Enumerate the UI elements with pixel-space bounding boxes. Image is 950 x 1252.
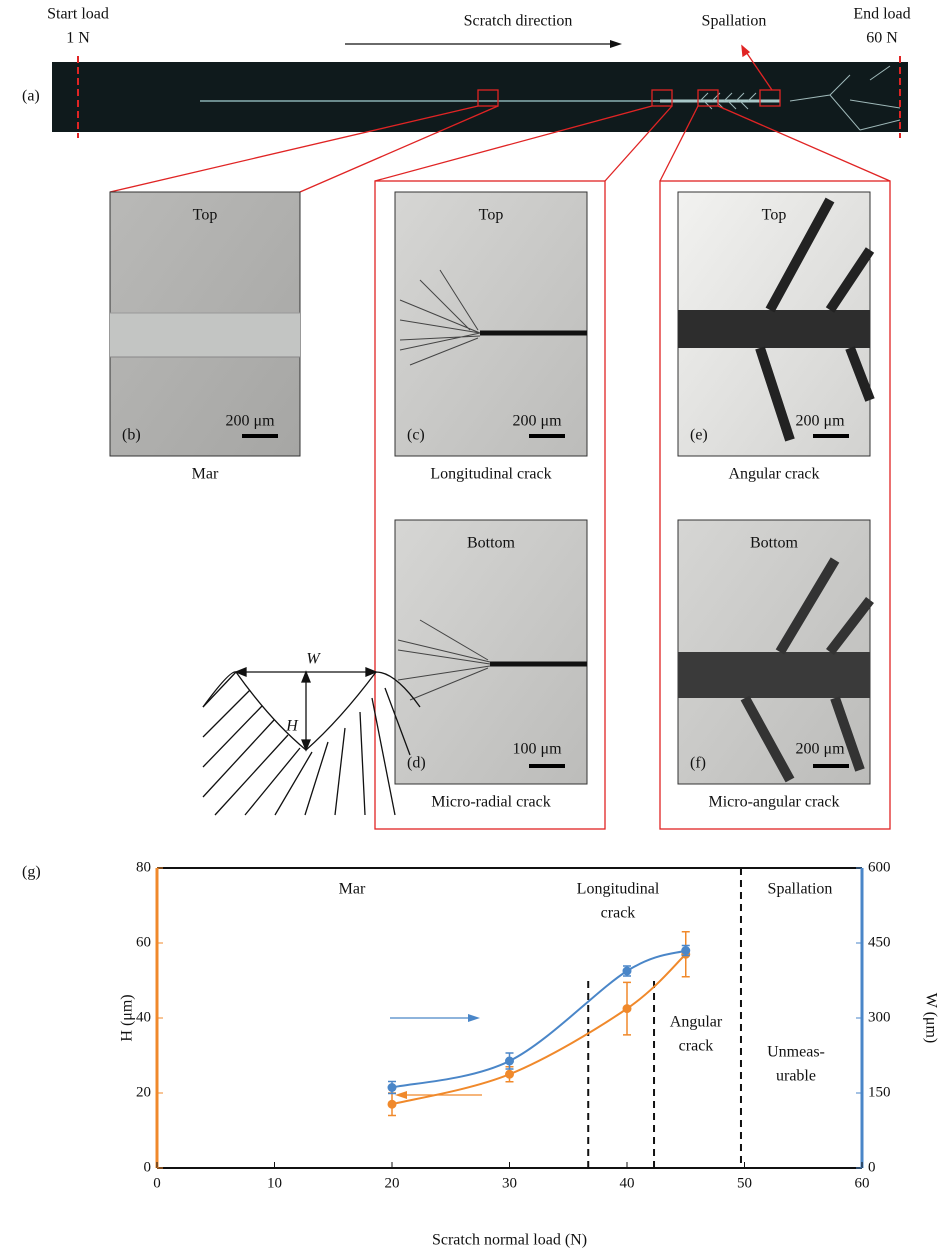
region-label: urable (776, 1068, 816, 1085)
data-point (623, 967, 632, 976)
region-label: Longitudinal (577, 881, 660, 898)
x-tick-label: 0 (153, 1175, 161, 1191)
panel-view: Top (479, 207, 504, 224)
x-tick-label: 40 (620, 1175, 635, 1191)
end-load: 60 N (866, 30, 898, 47)
scale-label: 200 μm (795, 741, 845, 758)
y2-tick-label: 600 (868, 859, 891, 875)
y2-tick-label: 0 (868, 1159, 876, 1175)
y-tick-label: 40 (136, 1009, 151, 1025)
y2-axis-title: W (μm) (922, 993, 939, 1044)
panel-label: (f) (690, 755, 706, 772)
figure-svg: (a) Start load 1 N Scratch direction Spa… (0, 0, 950, 1252)
region-label: crack (679, 1038, 714, 1055)
panel-caption: Mar (192, 466, 219, 483)
data-point (681, 946, 690, 955)
x-tick-label: 20 (385, 1175, 400, 1191)
data-point (623, 1004, 632, 1013)
y2-tick-label: 150 (868, 1084, 891, 1100)
diagram-label: W (306, 651, 321, 668)
region-label: Angular (670, 1014, 723, 1031)
profile-diagram (203, 668, 420, 815)
y-tick-label: 0 (144, 1159, 152, 1175)
panel-caption: Micro-radial crack (431, 794, 550, 811)
region-label: Unmeas- (767, 1044, 825, 1061)
scale-label: 100 μm (512, 741, 562, 758)
data-point (505, 1070, 514, 1079)
y2-tick-label: 300 (868, 1009, 891, 1025)
panel-label: (c) (407, 427, 425, 444)
panel-caption: Angular crack (728, 466, 819, 483)
start-load: Start load (47, 6, 109, 23)
y-tick-label: 20 (136, 1084, 151, 1100)
panel-view: Top (762, 207, 787, 224)
panel-label: (e) (690, 427, 708, 444)
x-tick-label: 60 (855, 1175, 870, 1191)
micrographs (110, 192, 870, 784)
data-point (505, 1057, 514, 1066)
end-load: End load (853, 6, 910, 23)
x-tick-label: 10 (267, 1175, 282, 1191)
scale-label: 200 μm (795, 413, 845, 430)
panel-view: Top (193, 207, 218, 224)
y2-tick-label: 450 (868, 934, 891, 950)
panel-caption: Micro-angular crack (708, 794, 839, 811)
direction-label: Scratch direction (464, 13, 573, 30)
arrow-head (610, 40, 622, 48)
panel-view: Bottom (750, 535, 799, 552)
x-tick-label: 50 (737, 1175, 752, 1191)
region-label: Spallation (768, 881, 833, 898)
region-label: crack (601, 905, 636, 922)
y-axis-title: H (μm) (119, 994, 136, 1041)
diagram-label: H (285, 718, 299, 735)
y-tick-label: 80 (136, 859, 151, 875)
figure: (a) Start load 1 N Scratch direction Spa… (0, 0, 950, 1252)
panel-label: (b) (122, 427, 141, 444)
data-point (388, 1100, 397, 1109)
data-point (388, 1083, 397, 1092)
y-tick-label: 60 (136, 934, 151, 950)
panel-label: (d) (407, 755, 426, 772)
region-label: Mar (339, 881, 366, 898)
x-axis-title: Scratch normal load (N) (432, 1232, 587, 1249)
panel-view: Bottom (467, 535, 516, 552)
scale-label: 200 μm (512, 413, 562, 430)
spallation-label: Spallation (702, 13, 767, 30)
start-load: 1 N (66, 30, 90, 47)
x-tick-label: 30 (502, 1175, 517, 1191)
panel-label: (a) (22, 88, 40, 105)
scale-label: 200 μm (225, 413, 275, 430)
panel-label: (g) (22, 864, 41, 881)
series-line (392, 951, 686, 1088)
panel-caption: Longitudinal crack (430, 466, 551, 483)
